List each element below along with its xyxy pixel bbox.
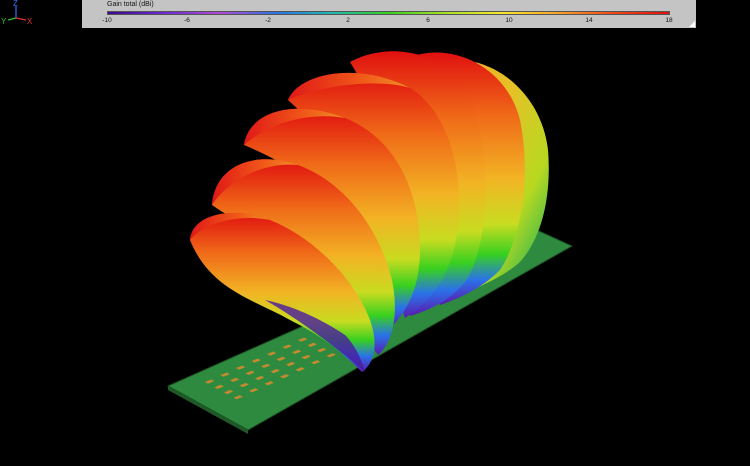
colorbar-title: Gain total (dBi) — [107, 1, 154, 8]
antenna-patch — [311, 360, 321, 365]
colorbar-tick: -6 — [184, 17, 190, 24]
axis-triad: Z X Y — [1, 0, 33, 26]
antenna-patch — [301, 354, 311, 360]
antenna-patch — [255, 375, 265, 381]
antenna-patch — [233, 395, 243, 400]
colorbar-tick: 2 — [346, 17, 350, 24]
antenna-patch — [317, 347, 327, 353]
antenna-patch — [214, 384, 224, 389]
antenna-patch — [245, 370, 255, 375]
antenna-patch — [264, 381, 274, 386]
y-axis-label: Y — [1, 17, 7, 26]
lobe-1-rim — [190, 212, 270, 240]
antenna-patch — [236, 365, 246, 370]
z-axis-label: Z — [13, 0, 18, 8]
colorbar-tick: 6 — [426, 17, 430, 24]
colorbar-tick: 18 — [665, 17, 673, 24]
lobe-2-rim — [212, 159, 298, 205]
antenna-patch — [220, 372, 230, 377]
resize-grip-icon[interactable] — [689, 21, 695, 27]
antenna-patch — [261, 363, 271, 368]
antenna-patch — [295, 367, 305, 372]
antenna-patch — [205, 379, 215, 384]
antenna-patch — [249, 388, 259, 393]
x-axis-label: X — [27, 17, 33, 26]
colorbar-gradient — [107, 11, 670, 15]
gain-lobes — [190, 51, 549, 372]
lobe-3-rim — [244, 108, 345, 145]
antenna-patch — [239, 382, 249, 388]
pcb-substrate-edge — [168, 386, 248, 434]
lobe-4-rim — [288, 72, 410, 100]
antenna-patch — [286, 361, 296, 367]
colorbar-tick: 14 — [585, 17, 593, 24]
x-axis-line — [15, 17, 27, 21]
antenna-patch — [282, 344, 292, 349]
antenna-patch — [224, 389, 234, 395]
antenna-patch — [280, 374, 290, 379]
antenna-patch — [270, 368, 280, 374]
colorbar-tick: -2 — [265, 17, 271, 24]
antenna-patch — [307, 342, 317, 347]
colorbar-panel: Gain total (dBi) -10 -6 -2 2 6 10 14 18 — [82, 0, 696, 28]
lobe-base-shadow — [265, 300, 365, 372]
antenna-patch — [251, 358, 261, 363]
antenna-patch — [298, 337, 308, 342]
antenna-patch — [292, 349, 302, 354]
antenna-patch — [230, 377, 240, 382]
antenna-patch — [276, 356, 286, 361]
colorbar-tick: 10 — [505, 17, 513, 24]
antenna-patch — [326, 353, 336, 358]
y-axis-line — [7, 17, 17, 21]
antenna-patch — [267, 351, 277, 356]
colorbar-tick: -10 — [102, 17, 112, 24]
